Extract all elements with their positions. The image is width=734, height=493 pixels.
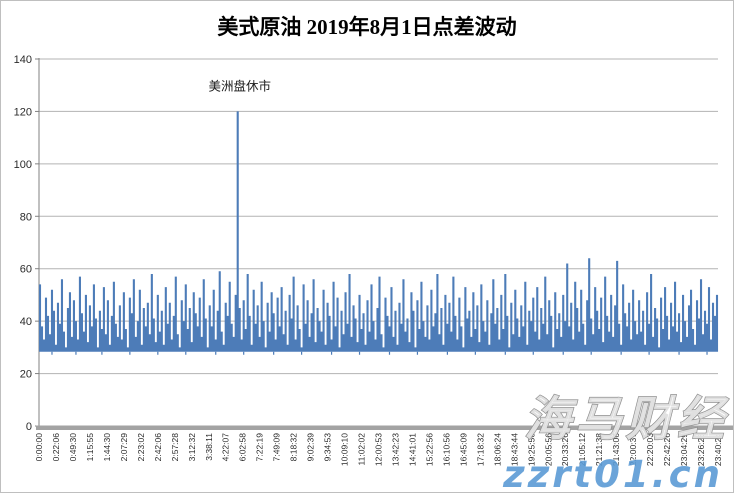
- y-tick-label: 20: [20, 369, 32, 381]
- chart-title: 美式原油 2019年8月1日点差波动: [217, 15, 516, 39]
- x-tick-label: 23:40:24: [713, 433, 723, 466]
- x-tick-label: 0:22:06: [51, 433, 61, 462]
- y-tick-label: 100: [14, 159, 32, 171]
- watermark-brand: 海马财经: [524, 392, 729, 447]
- y-tick-label: 80: [20, 211, 32, 223]
- x-tick-label: 22:42:26: [662, 433, 672, 466]
- x-tick-label: 19:25:56: [526, 433, 536, 466]
- x-tick-label: 18:06:24: [492, 433, 502, 466]
- x-tick-label: 20:05:56: [543, 433, 553, 466]
- x-tick-label: 0:49:30: [68, 433, 78, 462]
- market-closed-annotation: 美洲盘休市: [208, 78, 271, 93]
- y-tick-label: 0: [26, 421, 32, 433]
- x-tick-label: 2:42:06: [153, 433, 163, 462]
- y-axis-ticks: [35, 58, 39, 427]
- x-tick-label: 0:00:00: [34, 433, 44, 462]
- x-tick-label: 16:45:09: [458, 433, 468, 466]
- x-tick-label: 9:02:39: [306, 433, 316, 462]
- x-tick-label: 13:42:23: [390, 433, 400, 466]
- x-tick-label: 6:02:58: [238, 433, 248, 462]
- x-tick-label: 2:07:29: [119, 433, 129, 462]
- x-tick-label: 1:15:55: [85, 433, 95, 462]
- spread-series: [38, 111, 719, 352]
- x-tick-label: 7:49:09: [272, 433, 282, 462]
- x-tick-label: 10:09:10: [340, 433, 350, 466]
- x-axis-line: [36, 425, 733, 430]
- x-tick-label: 18:43:44: [509, 433, 519, 466]
- x-tick-label: 14:41:01: [407, 433, 417, 466]
- x-tick-label: 16:10:56: [441, 433, 451, 466]
- x-tick-label: 23:26:23: [696, 433, 706, 466]
- y-axis-labels: 0 20 40 60 80 100 120 140: [14, 54, 32, 433]
- x-tick-label: 2:57:28: [170, 433, 180, 462]
- x-tick-label: 23:04:29: [679, 433, 689, 466]
- x-tick-label: 17:18:32: [475, 433, 485, 466]
- x-tick-label: 4:22:07: [221, 433, 231, 462]
- x-tick-label: 20:33:26: [560, 433, 570, 466]
- x-tick-label: 15:22:56: [424, 433, 434, 466]
- y-tick-label: 40: [20, 316, 32, 328]
- y-tick-label: 120: [14, 106, 32, 118]
- spread-series-dips: [51, 351, 708, 355]
- x-tick-label: 9:34:53: [323, 433, 333, 462]
- x-tick-label: 7:22:19: [255, 433, 265, 462]
- x-tick-label: 22:00:37: [628, 433, 638, 466]
- watermark-site: zzrt01.cn: [502, 453, 723, 492]
- x-tick-label: 22:20:03: [645, 433, 655, 466]
- x-tick-label: 2:23:02: [136, 433, 146, 462]
- x-tick-label: 21:21:38: [594, 433, 604, 466]
- y-tick-label: 60: [20, 264, 32, 276]
- x-tick-label: 8:18:32: [289, 433, 299, 462]
- y-tick-label: 140: [14, 54, 32, 66]
- x-tick-label: 11:02:02: [357, 433, 367, 466]
- x-tick-label: 12:00:53: [374, 433, 384, 466]
- x-axis-labels: 0:00:00 0:22:06 0:49:30 1:15:55 1:44:30 2:07:…: [34, 433, 723, 466]
- x-tick-label: 21:05:12: [577, 433, 587, 466]
- x-tick-label: 3:38:11: [204, 433, 214, 461]
- x-tick-label: 3:12:32: [187, 433, 197, 462]
- x-tick-label: 1:44:30: [102, 433, 112, 462]
- x-tick-label: 21:43:06: [611, 433, 621, 466]
